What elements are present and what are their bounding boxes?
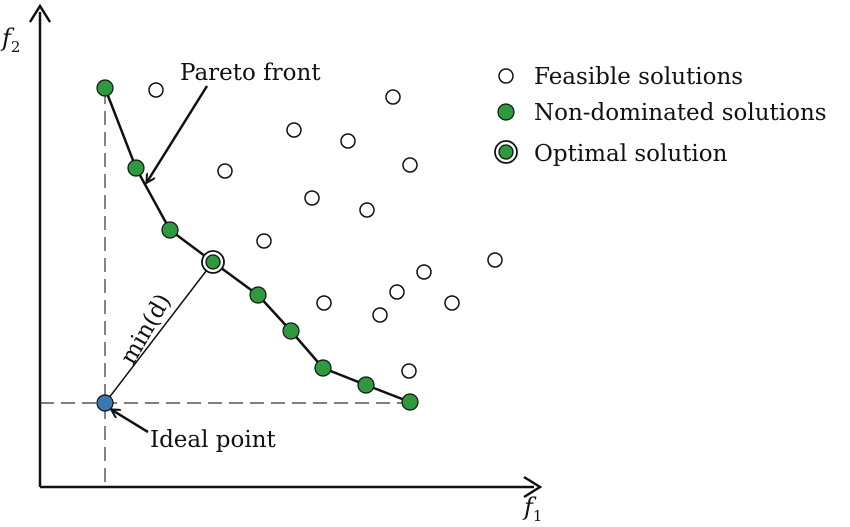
optimal-point [205,254,221,270]
non-dominated-point [127,159,145,177]
legend-feasible-label: Feasible solutions [534,64,743,90]
pareto-front-arrow [147,85,209,182]
legend-optimal-label: Optimal solution [534,141,728,167]
min-distance-line [104,261,214,404]
pareto-front-label: Pareto front [180,60,321,86]
legend-optimal-marker [498,144,514,160]
feasible-point [487,252,503,268]
legend: Feasible solutions Non-dominated solutio… [494,64,827,167]
non-dominated-point [282,322,300,340]
feasible-point [402,157,418,173]
non-dominated-solutions [96,79,419,411]
ideal-point [96,394,114,412]
non-dominated-point [249,286,267,304]
feasible-point [359,202,375,218]
legend-non-dominated-label: Non-dominated solutions [534,100,827,126]
non-dominated-point [161,221,179,239]
feasible-point [316,295,332,311]
non-dominated-point [314,359,332,377]
x-axis-arrow [523,475,543,499]
feasible-point [389,284,405,300]
feasible-point [286,122,302,138]
ideal-point-label: Ideal point [150,427,277,453]
min-distance-label: min(d) [116,290,177,369]
feasible-point [372,307,388,323]
feasible-point [444,295,460,311]
optimal-solution [201,250,225,274]
feasible-point [217,163,233,179]
ideal-point-arrow [112,410,149,434]
feasible-point [416,264,432,280]
non-dominated-point [357,376,375,394]
feasible-point [385,89,401,105]
feasible-point [256,233,272,249]
y-axis-arrow [28,3,52,23]
non-dominated-point [401,393,419,411]
feasible-point [401,363,417,379]
feasible-point [340,133,356,149]
feasible-solutions [148,82,503,379]
legend-feasible-marker [498,68,514,84]
feasible-point [304,190,320,206]
feasible-point [148,82,164,98]
legend-non-dominated-marker [497,103,515,121]
x-axis-label: f1 [522,493,542,525]
non-dominated-point [96,79,114,97]
y-axis-label: f2 [0,24,20,56]
